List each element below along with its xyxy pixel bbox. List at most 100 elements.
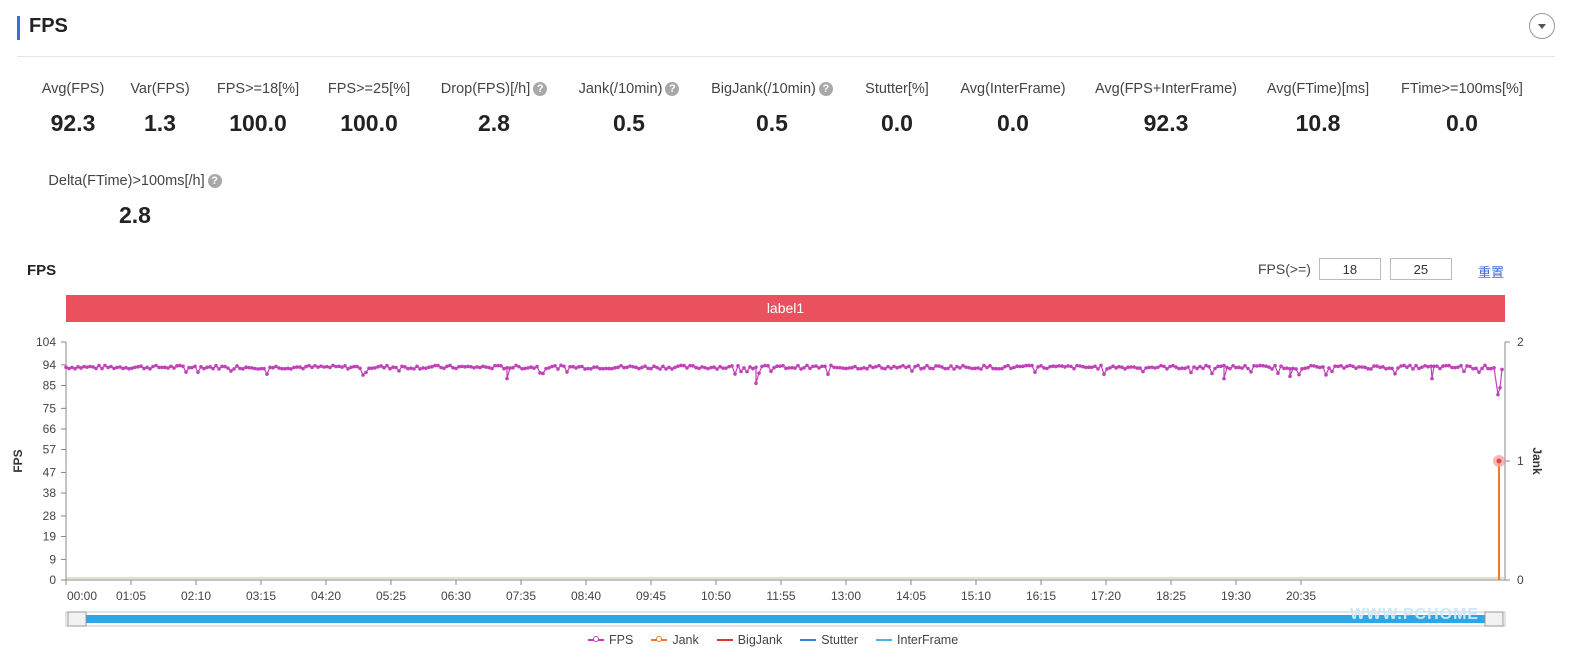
fps-point [994,366,998,371]
fps-point [673,365,677,370]
fps-point [919,366,923,371]
fps-point [1216,364,1220,369]
help-icon[interactable]: ? [533,82,548,96]
fps-point [724,366,728,370]
legend-swatch [716,639,733,641]
fps-point [148,367,152,371]
legend-item[interactable]: Jank [651,633,699,647]
fps-point [1180,366,1184,370]
section-header: FPS [17,10,1555,57]
fps-point [1330,369,1334,374]
help-icon[interactable]: ? [818,82,833,96]
help-icon[interactable]: ? [665,82,680,96]
fps-point [898,365,902,369]
fps-point [1108,366,1112,370]
y-tick-label: 85 [43,378,57,392]
fps-point [1159,363,1163,368]
fps-point [520,367,524,371]
fps-point [868,364,872,368]
fps-point [1459,363,1463,368]
metric-label-text: BigJank(/10min) [711,81,816,97]
fps-point [457,364,461,369]
fps-point [1054,364,1058,369]
fps-point [547,366,551,370]
metric-label: Avg(FTime)[ms] [1267,81,1369,97]
fps-point [1243,363,1247,368]
fps-point [1492,366,1496,370]
fps-point [805,363,809,368]
fps-point [1027,363,1031,368]
fps-point [913,364,917,369]
fps-point [268,365,272,370]
metric-value: 92.3 [50,110,96,136]
fps-point [226,366,230,370]
legend-item[interactable]: BigJank [716,633,782,647]
fps-point [586,366,590,371]
reset-link[interactable]: 重置 [1478,265,1505,280]
fps-point [442,366,446,371]
metric-label: Avg(FPS+InterFrame) [1095,81,1237,97]
fps-point [256,367,260,371]
fps-point [739,369,743,374]
legend-item[interactable]: InterFrame [876,633,958,647]
fps-point [865,366,869,371]
fps-point [1012,365,1016,370]
fps-point [1084,365,1088,370]
fps-point [79,366,83,370]
legend-item[interactable]: FPS [588,633,633,647]
fps-point [751,366,755,371]
fps-point [793,366,797,370]
fps-point [1429,364,1433,368]
fps-point [1114,366,1118,370]
threshold-input-1[interactable] [1318,258,1381,280]
fps-point [1500,367,1504,372]
fps-point [571,364,575,369]
metric-label-text: Stutter[%] [865,81,929,97]
help-icon[interactable]: ? [207,174,222,188]
metric-label-text: Drop(FPS)[/h] [440,81,531,97]
fps-point [472,365,476,370]
fps-point [499,364,503,368]
fps-point [685,366,689,370]
fps-point [1024,363,1028,368]
fps-point [691,364,695,368]
fps-point [430,364,434,369]
metric-5: Jank(/10min)? 0.5 [509,80,749,137]
fps-point [361,373,365,377]
fps-point [295,365,299,369]
fps-point [580,364,584,369]
fps-point [856,366,860,371]
fps-point [715,367,719,371]
fps-point [1120,365,1124,370]
metric-value: 0.5 [756,110,788,136]
fps-point [754,365,758,370]
fps-point [742,366,746,370]
zoom-handle-right[interactable] [1484,611,1504,627]
fps-point [1327,366,1331,370]
fps-point [1147,365,1151,370]
x-tick-label: 03:15 [246,589,276,603]
fps-point [274,364,278,369]
fps-point [487,365,491,370]
fps-point [1430,376,1434,381]
legend-swatch [588,636,604,642]
fps-point [205,365,209,370]
fps-point [193,364,197,369]
x-tick-label: 19:30 [1221,589,1251,603]
fps-point [811,364,815,369]
fps-point [952,367,956,371]
fps-point [1408,363,1412,368]
threshold-input-2[interactable] [1389,258,1452,280]
fps-point [145,365,149,370]
fps-point [1045,366,1049,371]
label-banner[interactable]: label1 [66,295,1505,322]
collapse-toggle-icon[interactable] [1529,13,1555,39]
zoom-handle-left[interactable] [67,611,87,627]
fps-point [370,366,374,370]
legend-item[interactable]: Stutter [800,633,858,647]
fps-point [1021,364,1025,369]
fps-point [610,366,614,371]
fps-point [823,364,827,369]
fps-point [172,366,176,370]
fps-point [388,366,392,371]
